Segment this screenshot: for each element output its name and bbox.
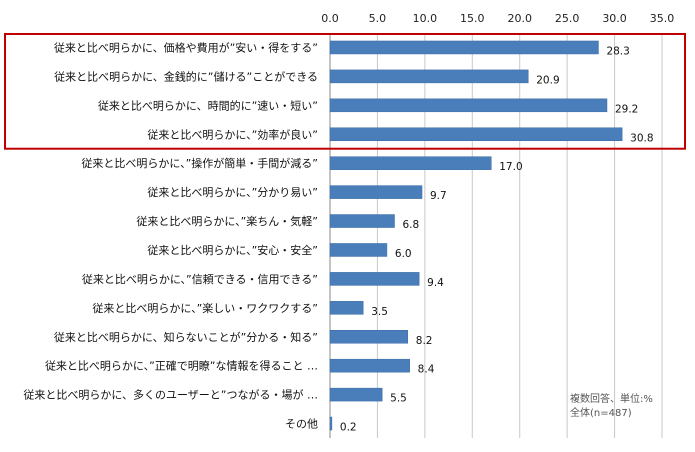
x-axis-ticks: 0.0 5.0 10.0 15.0 20.0 25.0 30.0 35.0 [321,12,674,25]
category-label: 従来と比べ明らかに、時間的に”速い・短い” [98,98,318,112]
category-label: 従来と比べ明らかに、”安心・安全” [147,243,318,257]
value-label: 8.4 [418,364,435,376]
bar [329,387,383,402]
highlight-box [4,33,686,150]
bars [329,40,623,431]
value-label: 8.2 [416,335,433,347]
tick-label: 0.0 [321,12,339,25]
tick-label: 30.0 [602,12,627,25]
tick-label: 5.0 [369,12,387,25]
bar [329,185,423,199]
bar [329,98,608,113]
value-label: 17.0 [499,161,522,173]
tick-label: 10.0 [413,12,438,25]
grid-lines [329,33,663,438]
chart-note: 複数回答、単位:%全体(n=487) [570,392,653,419]
value-label: 6.8 [403,219,420,231]
value-label: 9.7 [430,190,447,202]
category-label: 従来と比べ明らかに、”操作が簡単・手間が減る” [81,156,318,170]
value-label: 5.5 [390,393,407,405]
value-label: 0.2 [340,422,357,434]
value-label: 9.4 [427,277,444,289]
value-label: 20.9 [536,74,559,86]
value-label: 30.8 [630,132,653,144]
bar [329,301,364,315]
note-line: 複数回答、単位:% [570,392,653,405]
category-label: 従来と比べ明らかに、価格や費用が”安い・得をする” [54,40,318,54]
tick-label: 20.0 [507,12,532,25]
category-label: 従来と比べ明らかに、金銭的に”儲ける”ことができる [54,69,318,83]
bar [329,40,599,55]
bar [329,416,333,431]
tick-label: 25.0 [555,12,580,25]
value-label: 28.3 [606,45,629,57]
category-label: 従来と比べ明らかに、”分かり易い” [147,186,318,199]
category-label: 従来と比べ明らかに、”楽ちん・気軽” [136,214,318,228]
category-label: 従来と比べ明らかに、”効率が良い” [147,127,318,141]
value-label: 3.5 [371,306,388,318]
bar [329,358,410,373]
category-label: 従来と比べ明らかに、知らないことが”分かる・知る” [54,330,318,344]
category-label: 従来と比べ明らかに、”信頼できる・信用できる” [82,273,318,286]
note-line: 全体(n=487) [570,406,632,419]
bar [329,214,395,228]
bar [329,156,492,170]
value-label: 29.2 [615,103,638,115]
category-label: その他 [285,418,318,431]
bar [329,243,388,257]
tick-label: 35.0 [650,12,675,25]
category-label: 従来と比べ明らかに、多くのユーザーと”つながる・場が … [23,388,318,402]
category-label: 従来と比べ明らかに、”正確で明瞭”な情報を得ること … [45,359,318,373]
bar [329,127,623,141]
category-label: 従来と比べ明らかに、”楽しい・ワクワクする” [92,302,318,315]
value-labels: 28.3 20.9 29.2 30.8 17.0 9.7 6.8 6.0 9.4 3.5 8.2 8.… [340,45,654,433]
value-label: 6.0 [395,248,412,260]
bar [329,272,420,286]
tick-label: 15.0 [460,12,485,25]
category-labels: 従来と比べ明らかに、価格や費用が”安い・得をする” 従来と比べ明らかに、金銭的に”… [23,40,318,430]
bar [329,330,409,344]
bar [329,69,529,84]
